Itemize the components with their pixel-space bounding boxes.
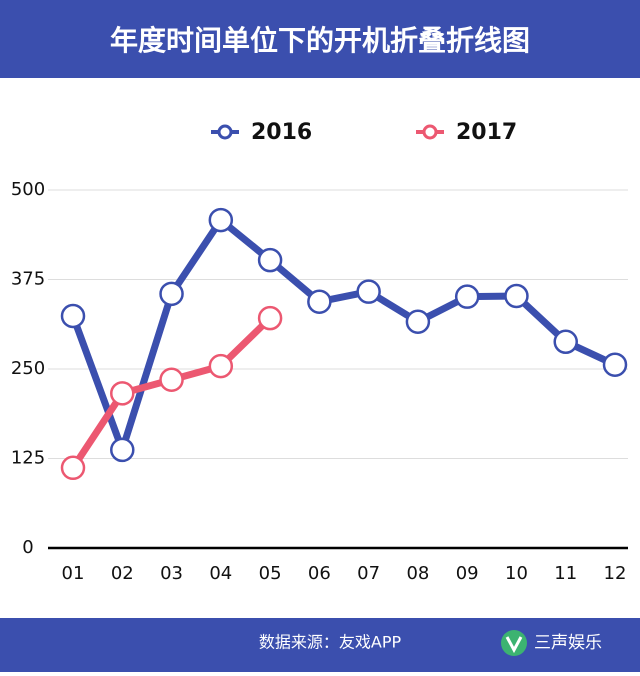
data-point [60,303,86,329]
footer-banner [0,618,640,672]
x-tick-label: 03 [160,563,183,584]
y-tick-label: 250 [11,358,45,379]
data-point [257,247,283,273]
x-tick-label: 09 [456,563,479,584]
x-tick-label: 07 [357,563,380,584]
data-point [307,289,332,314]
data-point [504,283,529,309]
y-tick-label: 375 [11,269,45,290]
x-tick-label: 08 [406,563,429,584]
data-point [208,353,234,379]
data-point [257,305,283,331]
data-point [405,309,431,334]
legend-marker [422,124,438,140]
data-point [553,329,578,355]
x-tick-label: 11 [554,563,577,584]
legend-label: 2016 [251,120,312,145]
chart-title: 年度时间单位下的开机折叠折线图 [110,24,530,57]
brand-logo [501,630,527,656]
data-point [159,281,184,307]
series-line [69,216,617,454]
x-tick-label: 06 [308,563,331,584]
legend-marker [217,124,233,140]
data-point [110,437,135,463]
footer-source: 数据来源：友戏APP [259,633,402,652]
legend-label: 2017 [456,120,517,145]
title-banner [0,0,640,78]
data-point [454,284,480,309]
data-point [60,455,86,481]
x-tick-label: 04 [209,563,232,584]
data-point [208,207,234,233]
data-point [159,367,184,392]
y-tick-label: 0 [22,537,33,558]
x-tick-label: 05 [259,563,282,584]
footer-brand: 三声娱乐 [534,633,602,653]
data-point [110,381,135,406]
x-tick-label: 12 [604,563,627,584]
data-point [602,352,628,377]
y-tick-label: 500 [11,179,45,200]
brand-logo-mark [505,636,523,654]
x-tick-label: 01 [62,563,85,584]
x-tick-label: 02 [111,563,134,584]
y-tick-label: 125 [11,448,45,469]
x-tick-label: 10 [505,563,528,584]
data-point [356,279,381,304]
